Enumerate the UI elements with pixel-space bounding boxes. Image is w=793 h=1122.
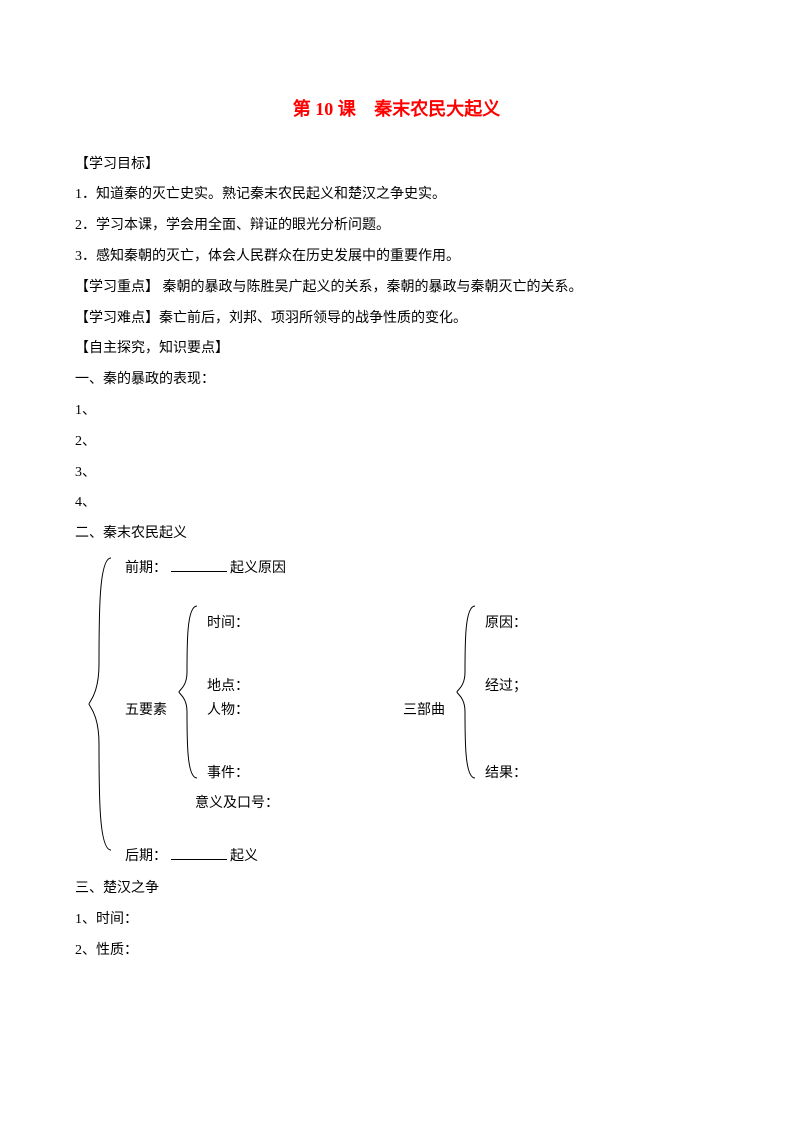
- shijian-label: 时间：: [207, 609, 249, 640]
- part1-item-3: 3、: [75, 458, 718, 489]
- qianqi-suffix: 起义原因: [230, 561, 286, 576]
- title-main: 秦末农民大起义: [374, 99, 500, 119]
- houqi-blank[interactable]: [171, 846, 227, 860]
- jingguo-label: 经过；: [485, 672, 527, 703]
- yiyi-label: 意义及口号：: [195, 789, 279, 820]
- wuyaosu-brace-icon: [175, 602, 201, 782]
- houqi-label: 后期：: [125, 849, 167, 864]
- goal-1: 1．知道秦的灭亡史实。熟记秦末农民起义和楚汉之争史实。: [75, 180, 718, 211]
- shijian-event-label: 事件：: [207, 759, 249, 790]
- difficulty: 【学习难点】秦亡前后，刘邦、项羽所领导的战争性质的变化。: [75, 304, 718, 335]
- goals-header: 【学习目标】: [75, 150, 718, 181]
- goal-2: 2．学习本课，学会用全面、辩证的眼光分析问题。: [75, 211, 718, 242]
- part3-item-1: 1、时间：: [75, 905, 718, 936]
- part3-header: 三、楚汉之争: [75, 874, 718, 905]
- wuyaosu-label: 五要素: [125, 696, 167, 727]
- selfstudy-header: 【自主探究，知识要点】: [75, 334, 718, 365]
- goal-3: 3．感知秦朝的灭亡，体会人民群众在历史发展中的重要作用。: [75, 242, 718, 273]
- renwu-label: 人物：: [207, 696, 249, 727]
- uprising-diagram: 前期： 起义原因 五要素 时间： 地点： 人物： 事件： 意义及口号： 三部曲 …: [75, 554, 718, 874]
- yuanyin-label: 原因：: [485, 609, 527, 640]
- qianqi-blank[interactable]: [171, 558, 227, 572]
- sanbuqu-label: 三部曲: [403, 696, 445, 727]
- title-prefix: 第 10 课: [293, 99, 356, 119]
- lesson-title: 第 10 课 秦末农民大起义: [75, 90, 718, 130]
- outer-brace-icon: [85, 554, 115, 854]
- qianqi-row: 前期： 起义原因: [125, 554, 286, 585]
- sanbuqu-brace-icon: [453, 602, 479, 782]
- houqi-row: 后期： 起义: [125, 842, 258, 873]
- keypoint: 【学习重点】 秦朝的暴政与陈胜吴广起义的关系，秦朝的暴政与秦朝灭亡的关系。: [75, 273, 718, 304]
- part3-item-2: 2、性质：: [75, 936, 718, 967]
- qianqi-label: 前期：: [125, 561, 167, 576]
- part1-item-1: 1、: [75, 396, 718, 427]
- jieguo-label: 结果：: [485, 759, 527, 790]
- part2-header: 二、秦末农民起义: [75, 519, 718, 550]
- part1-item-2: 2、: [75, 427, 718, 458]
- houqi-suffix: 起义: [230, 849, 258, 864]
- part1-item-4: 4、: [75, 488, 718, 519]
- part1-header: 一、秦的暴政的表现：: [75, 365, 718, 396]
